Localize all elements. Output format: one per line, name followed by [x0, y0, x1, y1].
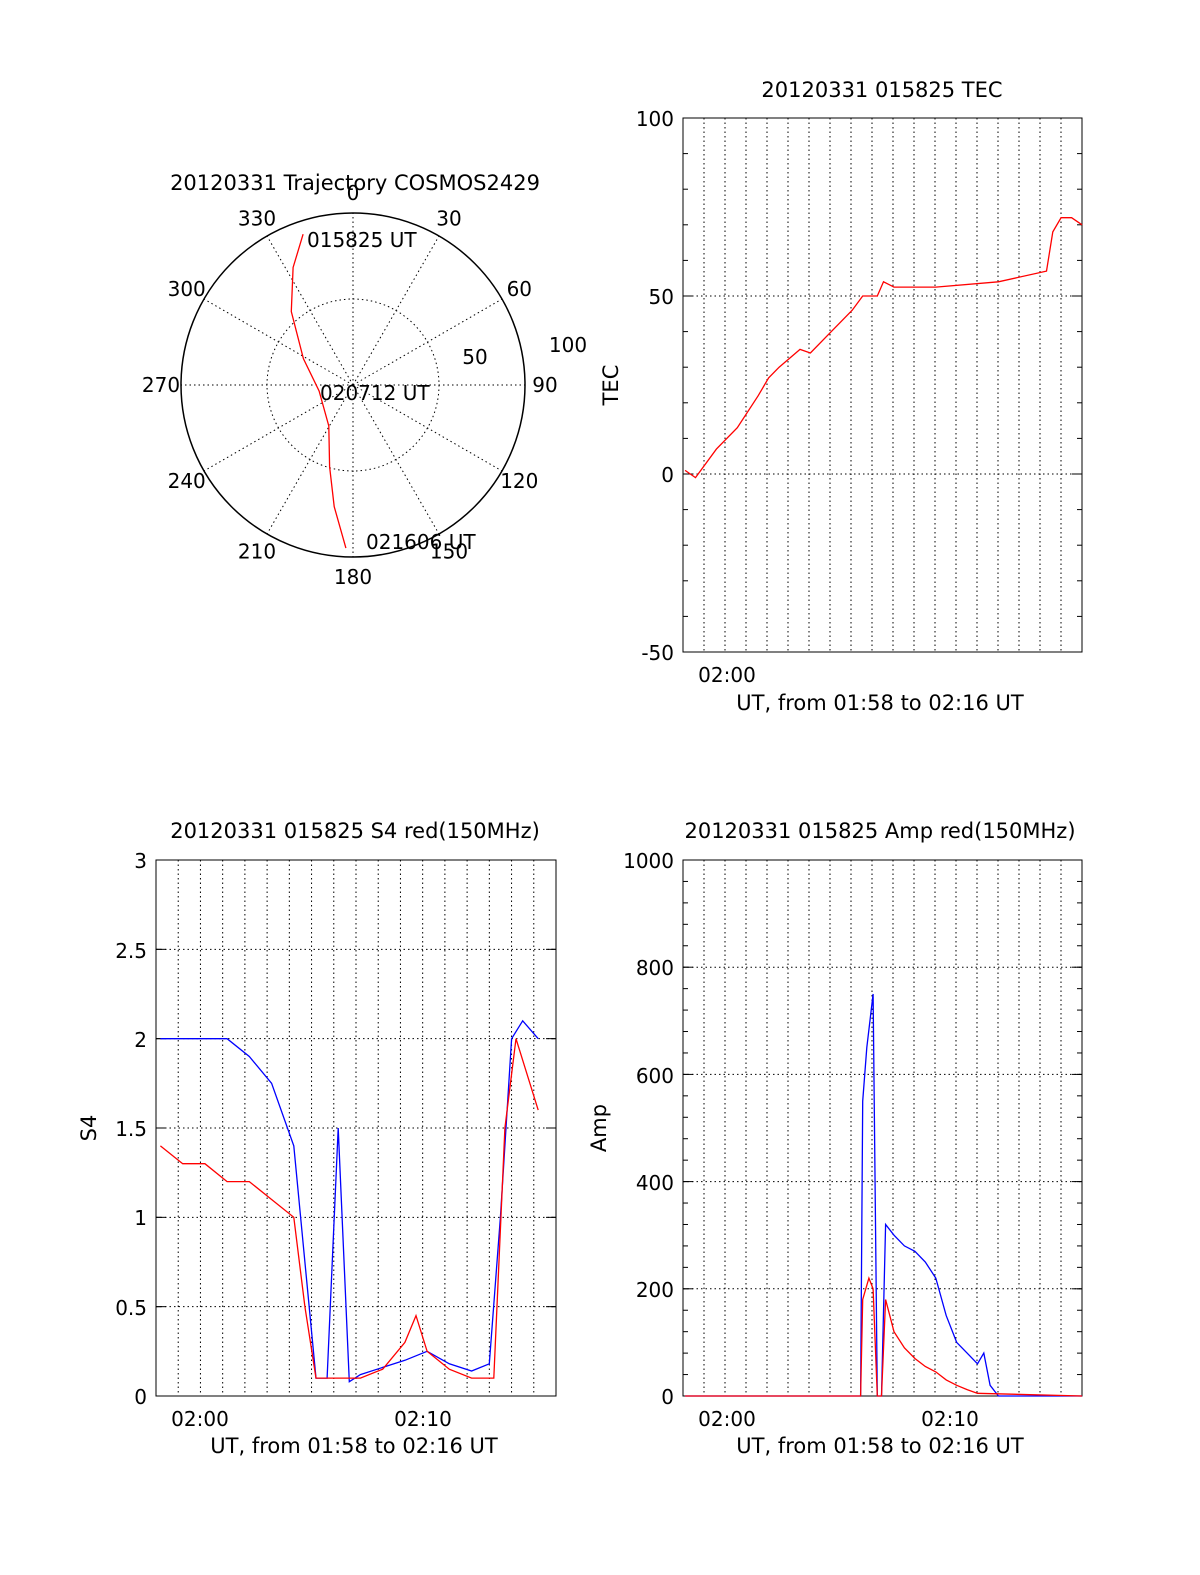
s4-ytick-0.5: 0.5	[115, 1296, 147, 1320]
amp-grid	[683, 860, 1082, 1396]
amp-ytick-600: 600	[636, 1064, 674, 1088]
amp-ytick-200: 200	[636, 1278, 674, 1302]
polar-start-label: 015825 UT	[307, 228, 417, 252]
s4-title: 20120331 015825 S4 red(150MHz)	[170, 819, 540, 843]
amp-xtick-0200: 02:00	[698, 1407, 756, 1431]
s4-ytick-2: 2	[134, 1028, 147, 1052]
tec-title: 20120331 015825 TEC	[761, 78, 1002, 102]
s4-ylabel: S4	[77, 1115, 101, 1142]
polar-azimuth-label-240: 240	[168, 469, 206, 493]
polar-spoke-120	[352, 384, 503, 472]
amp-xlabel: UT, from 01:58 to 02:16 UT	[736, 1434, 1024, 1458]
polar-spokes	[181, 213, 525, 557]
s4-ytick-3: 3	[134, 849, 147, 873]
polar-azimuth-label-210: 210	[238, 539, 276, 563]
tec-series-red	[684, 217, 1083, 479]
s4-ytick-1.5: 1.5	[115, 1117, 147, 1141]
amp-ytick-800: 800	[636, 956, 674, 980]
polar-spoke-210	[266, 384, 354, 535]
amp-xtick-0210: 02:10	[921, 1407, 979, 1431]
s4-ytick-0: 0	[134, 1385, 147, 1409]
polar-azimuth-label-180: 180	[334, 565, 372, 589]
amp-series	[685, 993, 1083, 1397]
amp-series-blue	[685, 993, 1082, 1397]
polar-end-label: 021606 UT	[366, 530, 476, 554]
polar-ring-label-100: 100	[549, 333, 587, 357]
polar-trajectory-line	[290, 234, 347, 549]
polar-azimuth-labels: 0 30 60 90 120 150 180 210 240 270 300 330	[142, 181, 558, 589]
amp-ticks	[683, 859, 1082, 1397]
tec-ytick-0: 0	[661, 463, 674, 487]
s4-xlabel: UT, from 01:58 to 02:16 UT	[210, 1434, 498, 1458]
polar-azimuth-label-30: 30	[436, 207, 461, 231]
tec-axes-box	[682, 117, 1083, 653]
s4-series-blue	[160, 1019, 539, 1383]
s4-xtick-0210: 02:10	[394, 1407, 452, 1431]
polar-spoke-240	[203, 384, 354, 472]
s4-ytick-2.5: 2.5	[115, 939, 147, 963]
amp-ylabel: Amp	[587, 1104, 611, 1152]
polar-title: 20120331 Trajectory COSMOS2429	[170, 171, 540, 195]
polar-azimuth-label-270: 270	[142, 373, 180, 397]
s4-xtick-0200: 02:00	[171, 1407, 229, 1431]
polar-spoke-60	[352, 298, 503, 386]
polar-azimuth-label-120: 120	[500, 469, 538, 493]
amp-title: 20120331 015825 Amp red(150MHz)	[684, 819, 1075, 843]
polar-spoke-300	[203, 298, 354, 386]
polar-ring-label-50: 50	[462, 345, 487, 369]
s4-series	[159, 1019, 539, 1383]
tec-chart: 20120331 015825 TEC 100 50 0 -50 02:00 U…	[599, 78, 1083, 715]
s4-chart: 20120331 015825 S4 red(150MHz) 3 2.5 2 1…	[77, 819, 557, 1458]
s4-series-red	[159, 1038, 539, 1379]
s4-ytick-1: 1	[134, 1206, 147, 1230]
polar-azimuth-label-330: 330	[238, 207, 276, 231]
polar-azimuth-label-300: 300	[168, 277, 206, 301]
polar-spoke-330	[266, 235, 354, 386]
polar-azimuth-label-90: 90	[532, 373, 557, 397]
polar-azimuth-label-60: 60	[507, 277, 532, 301]
amp-chart: 20120331 015825 Amp red(150MHz) 1000 800…	[587, 819, 1083, 1458]
amp-ytick-400: 400	[636, 1171, 674, 1195]
tec-grid	[683, 118, 1082, 652]
polar-chart: 20120331 Trajectory COSMOS2429 0 30 60 90 12…	[142, 171, 587, 589]
tec-ticks	[683, 117, 1082, 653]
amp-axes-box	[682, 859, 1083, 1397]
polar-azimuth-label-150: 150	[430, 539, 468, 563]
amp-ytick-0: 0	[661, 1385, 674, 1409]
polar-mid-label: 020712 UT	[320, 381, 430, 405]
amp-series-red	[685, 1276, 1083, 1397]
s4-ticks	[156, 859, 556, 1397]
tec-ytick-neg50: -50	[641, 641, 674, 665]
tec-ytick-100: 100	[636, 107, 674, 131]
tec-xlabel: UT, from 01:58 to 02:16 UT	[736, 691, 1024, 715]
amp-ytick-1000: 1000	[623, 849, 674, 873]
tec-xtick-0200: 02:00	[698, 663, 756, 687]
s4-grid	[156, 860, 556, 1396]
polar-spoke-30	[352, 235, 440, 386]
polar-spoke-150	[352, 384, 440, 535]
tec-ylabel: TEC	[599, 365, 623, 407]
tec-ytick-50: 50	[649, 285, 674, 309]
polar-azimuth-label-0: 0	[347, 181, 360, 205]
